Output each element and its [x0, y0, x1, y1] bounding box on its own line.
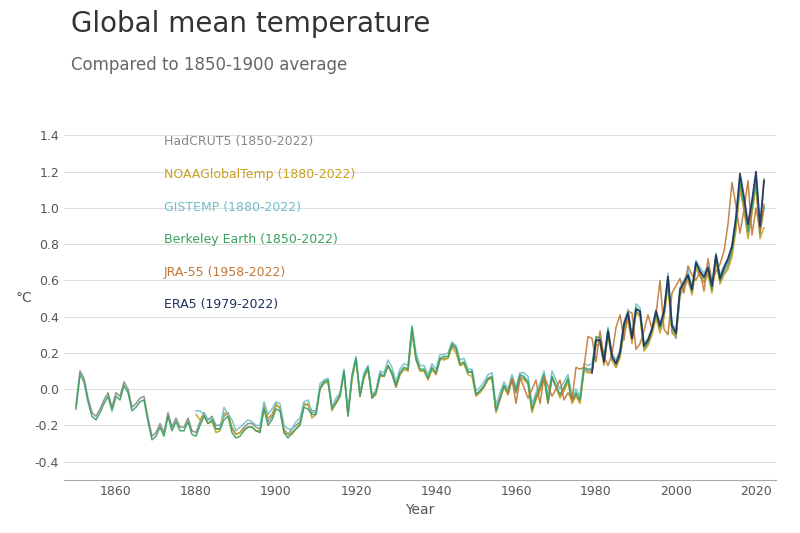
Text: JRA-55 (1958-2022): JRA-55 (1958-2022)	[164, 266, 286, 279]
Text: HadCRUT5 (1850-2022): HadCRUT5 (1850-2022)	[164, 135, 313, 148]
X-axis label: Year: Year	[406, 503, 434, 517]
Text: Global mean temperature: Global mean temperature	[71, 10, 430, 37]
Text: Compared to 1850-1900 average: Compared to 1850-1900 average	[71, 56, 347, 74]
Y-axis label: °C: °C	[15, 292, 32, 305]
Text: Berkeley Earth (1850-2022): Berkeley Earth (1850-2022)	[164, 233, 338, 246]
Text: GISTEMP (1880-2022): GISTEMP (1880-2022)	[164, 200, 301, 214]
Text: NOAAGlobalTemp (1880-2022): NOAAGlobalTemp (1880-2022)	[164, 168, 355, 181]
Text: ERA5 (1979-2022): ERA5 (1979-2022)	[164, 298, 278, 311]
